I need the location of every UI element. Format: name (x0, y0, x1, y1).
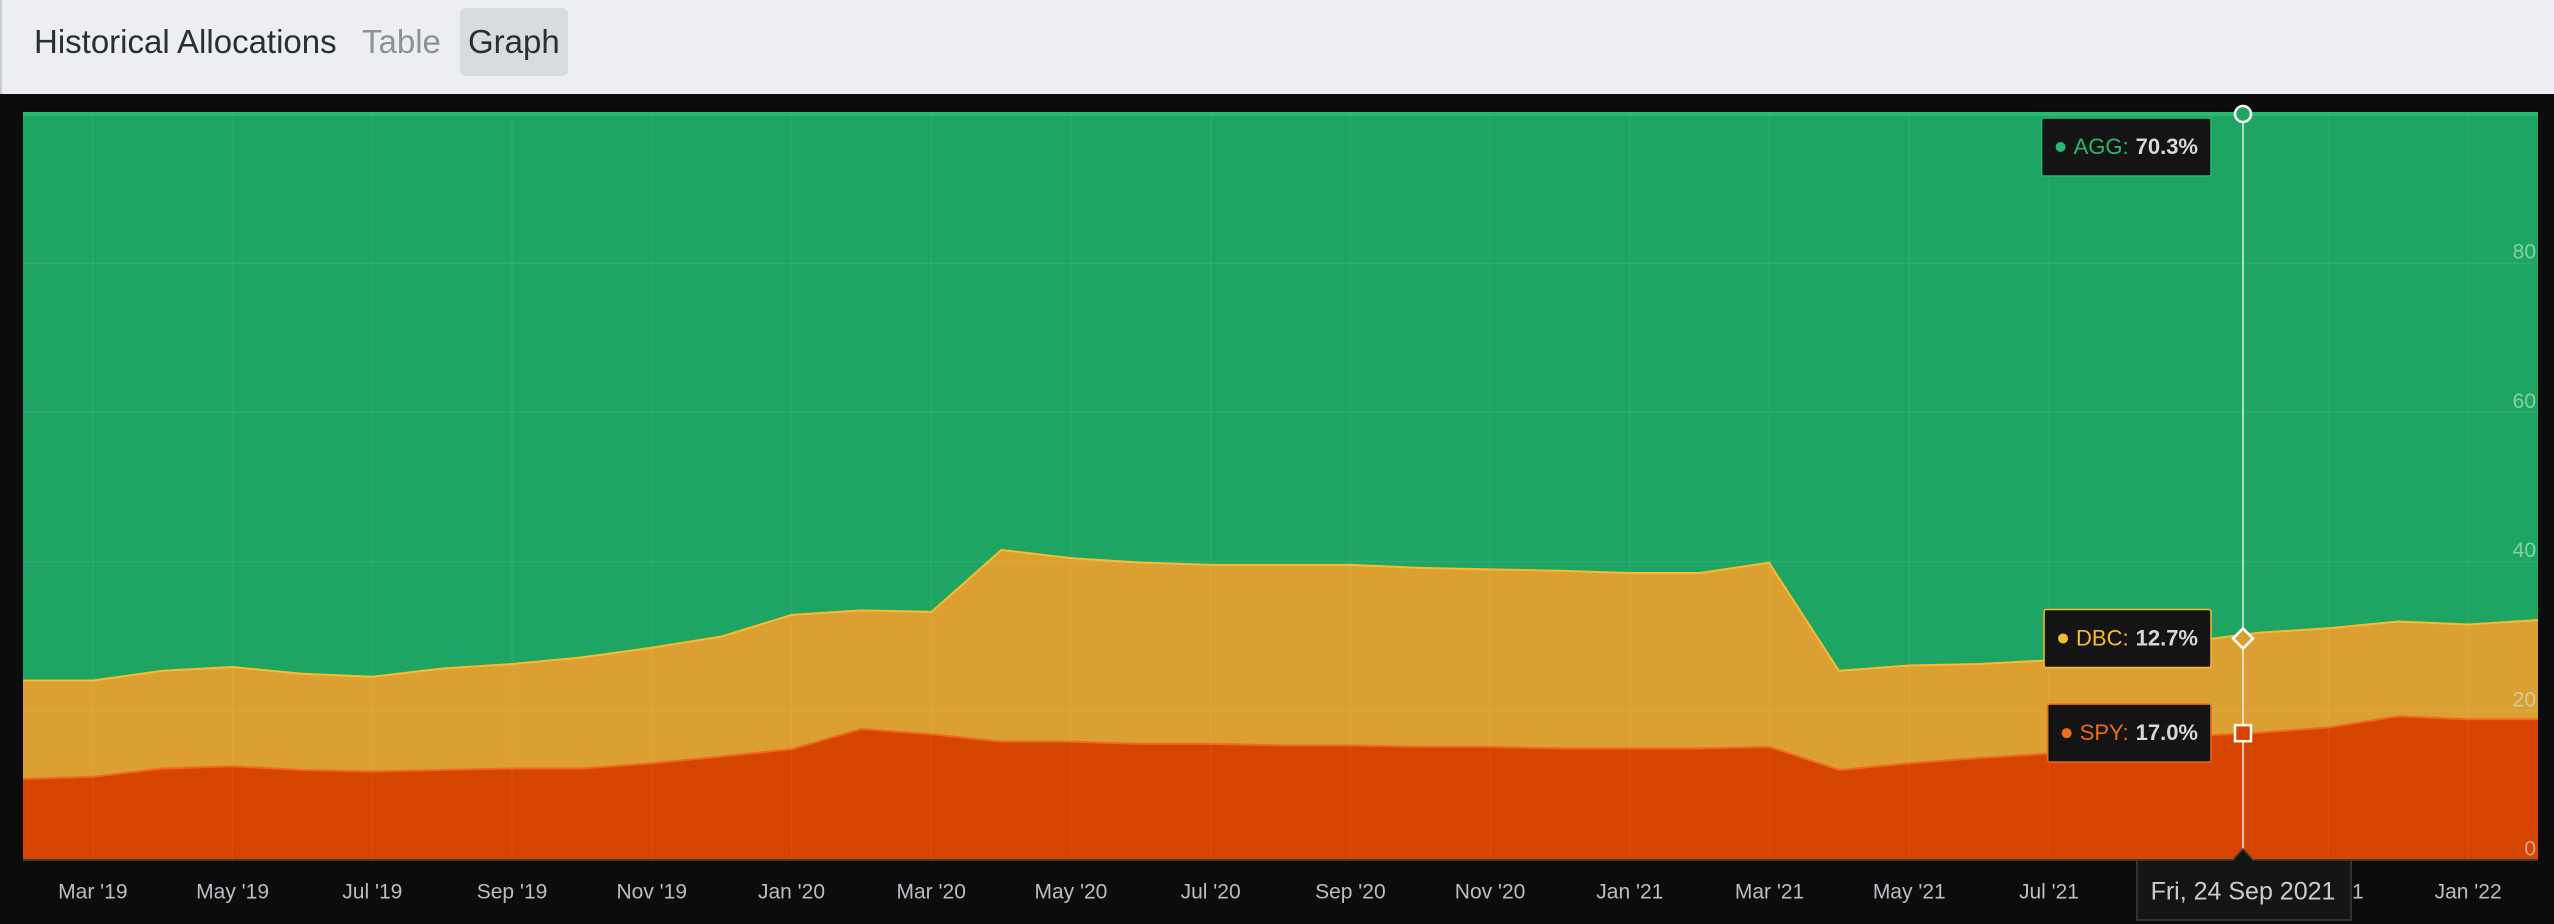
hover-marker (2233, 104, 2253, 124)
x-tick-label: Jan '20 (758, 881, 825, 904)
tooltip-value: 12.7% (2136, 625, 2198, 650)
y-tick-label: 80 (2513, 241, 2536, 264)
top-bar: Historical Allocations Table Graph (0, 0, 2554, 94)
tooltip-label: AGG: (2074, 134, 2129, 159)
tooltip-box (2040, 117, 2212, 177)
tooltip-text: DBC: 12.7% (2076, 625, 2198, 650)
tooltip-box (2046, 703, 2212, 763)
tooltip-bullet (2061, 728, 2072, 739)
x-tick-label: Sep '20 (1315, 881, 1386, 904)
tooltip-label: DBC: (2076, 625, 2129, 650)
x-tick-label: Mar '19 (58, 881, 127, 904)
tooltip-bullet (2058, 633, 2069, 644)
x-tick-label: Jul '19 (342, 881, 402, 904)
tooltip-text: SPY: 17.0% (2080, 720, 2198, 745)
y-tick-label: 0 (2524, 838, 2536, 861)
tooltip-item: AGG: 70.3% (2040, 117, 2212, 177)
tooltip-value: 17.0% (2136, 720, 2198, 745)
tooltip-value: 70.3% (2136, 134, 2198, 159)
tooltip-text: AGG: 70.3% (2074, 134, 2198, 159)
x-tick-label: Mar '20 (897, 881, 966, 904)
x-tick-label: Jan '21 (1596, 881, 1663, 904)
x-tick-label: Jul '21 (2019, 881, 2079, 904)
tooltip-date-box (2136, 847, 2352, 921)
y-tick-label: 40 (2513, 539, 2536, 562)
x-tick-label: Jan '22 (2435, 881, 2502, 904)
tab-active[interactable]: Graph (460, 8, 568, 76)
hover-marker (2231, 626, 2255, 651)
x-tick-label: Jul '20 (1181, 881, 1241, 904)
tooltip-box (2043, 608, 2212, 669)
tooltip-bullet (2055, 142, 2066, 152)
x-tick-label: Sep '19 (477, 881, 548, 904)
tooltip-item: SPY: 17.0% (2046, 703, 2212, 763)
y-tick-label: 60 (2513, 390, 2536, 413)
chart: 0 20 40 60 80 Mar '19 May '19 Jul '19 Sep '19 Nov… (0, 94, 2554, 924)
x-tick-label: May '20 (1034, 881, 1107, 904)
tooltip-item: DBC: 12.7% (2043, 608, 2212, 669)
x-tick-label: Nov '19 (616, 881, 687, 904)
section-title: Historical Allocations (34, 23, 337, 60)
tab[interactable]: Table (362, 23, 441, 60)
x-tick-label: Mar '21 (1735, 881, 1804, 904)
y-tick-label: 20 (2513, 688, 2536, 711)
area (23, 114, 2538, 680)
hover-marker (2233, 723, 2253, 743)
area (23, 715, 2538, 860)
x-tick-label: May '19 (196, 881, 269, 904)
tooltip-label: SPY: (2080, 720, 2129, 745)
x-tick-label: Nov '20 (1455, 881, 1526, 904)
tooltip-date: Fri, 24 Sep 2021 (2136, 847, 2352, 921)
tooltip-date-text: Fri, 24 Sep 2021 (2151, 878, 2336, 906)
area (23, 548, 2538, 778)
x-tick-label: May '21 (1873, 881, 1946, 904)
